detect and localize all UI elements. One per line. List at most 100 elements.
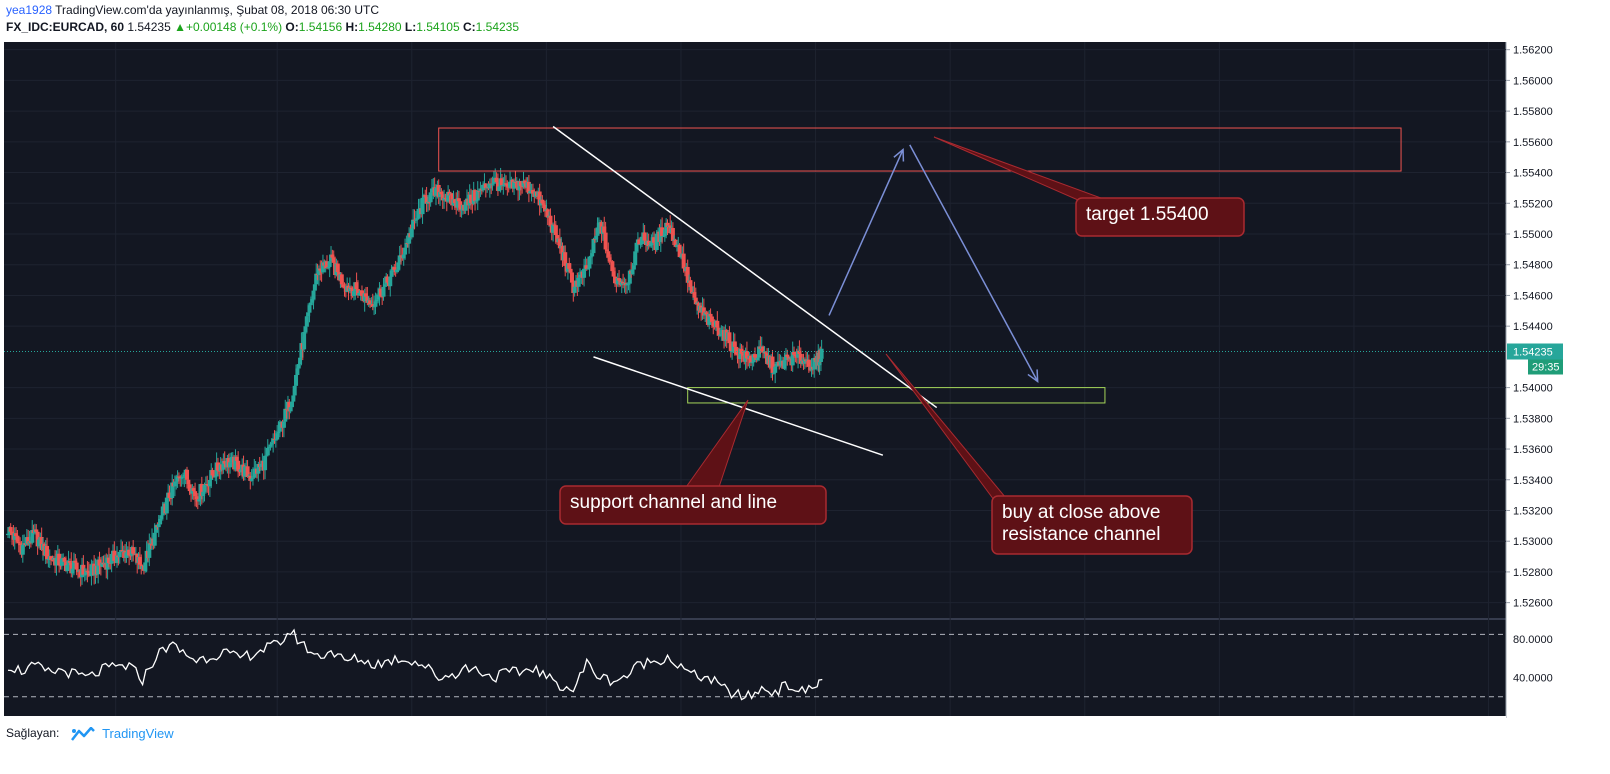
- price-scale[interactable]: [1506, 42, 1566, 718]
- up-arrow: [828, 149, 904, 316]
- candle-body: [734, 346, 739, 355]
- candle-body: [798, 353, 803, 364]
- candle-body: [396, 262, 401, 270]
- candle-body: [368, 300, 373, 305]
- chart-header-published: yea1928 TradingView.com'da yayınlanmış, …: [6, 3, 379, 17]
- price-tick-label: 1.53000: [1513, 536, 1553, 548]
- candle-body: [351, 291, 356, 297]
- candle-body: [812, 357, 817, 370]
- candle-body: [719, 334, 724, 336]
- candle-body: [36, 539, 41, 547]
- candle-body: [250, 477, 255, 479]
- chart-area[interactable]: 1.56200 1.56000 1.55800 1.55600 1.55400 1.552…: [4, 42, 1566, 748]
- author-link[interactable]: yea1928: [6, 3, 53, 17]
- candle-body: [12, 533, 17, 540]
- price-tick-label: 1.52800: [1513, 567, 1553, 579]
- high-value: 1.54280: [358, 20, 402, 34]
- candle-body: [292, 385, 297, 396]
- candle-body: [678, 256, 683, 258]
- provided-by-label: Sağlayan:: [6, 726, 60, 740]
- candle-body: [526, 181, 531, 194]
- price-tick-label: 1.55800: [1513, 106, 1553, 118]
- candle-body: [606, 251, 611, 258]
- candle-body: [630, 269, 635, 275]
- candle-body: [14, 533, 19, 537]
- candle-body: [378, 288, 383, 297]
- candle-body: [302, 331, 307, 350]
- candle-body: [528, 191, 533, 194]
- candle-body: [228, 462, 233, 468]
- candle-body: [179, 477, 184, 479]
- candle-body: [613, 276, 618, 284]
- candle-body: [210, 470, 215, 476]
- candle-body: [568, 268, 573, 273]
- candle-body: [761, 346, 766, 353]
- candle-body: [611, 271, 616, 277]
- candle-body: [551, 224, 556, 233]
- candle-body: [175, 476, 180, 482]
- candle-body: [341, 284, 346, 288]
- last-price-text: 1.54235: [127, 20, 171, 34]
- candle-body: [423, 195, 428, 197]
- indicator-tick-label: 40.0000: [1513, 673, 1553, 685]
- support-box: [687, 387, 1106, 404]
- candle-body: [96, 559, 101, 575]
- candle-body: [26, 537, 31, 544]
- last-price-tag: [1507, 343, 1563, 360]
- candle-body: [664, 222, 669, 234]
- candle-body: [84, 570, 89, 575]
- candle-body: [69, 562, 74, 574]
- candle-body: [662, 233, 667, 236]
- candle-body: [427, 201, 432, 203]
- candle-body: [654, 233, 659, 250]
- candle-body: [365, 296, 370, 303]
- tradingview-logo-icon[interactable]: [70, 726, 95, 741]
- candle-body: [201, 491, 206, 496]
- callouts: target 1.55400 support channel and line bu…: [559, 136, 1245, 555]
- tradingview-link[interactable]: TradingView: [102, 726, 174, 742]
- candle-body: [411, 219, 416, 229]
- candle-body: [335, 263, 340, 273]
- candle-body: [67, 561, 72, 563]
- candle-body: [233, 456, 238, 470]
- candle-body: [174, 481, 179, 483]
- candle-body: [382, 284, 387, 287]
- indicator-line: [7, 628, 823, 701]
- indicator-tick-label: 80.0000: [1513, 634, 1553, 646]
- candle-body: [310, 298, 315, 303]
- candle-body: [65, 565, 70, 571]
- candle-body: [615, 278, 620, 285]
- time-axis-top: [4, 716, 1506, 718]
- candle-body: [276, 431, 281, 434]
- price-tick-label: 1.55200: [1513, 198, 1553, 210]
- price-tick-label: 1.55000: [1513, 229, 1553, 241]
- candle-body: [311, 290, 316, 299]
- candle-body: [520, 186, 525, 188]
- candle-body: [312, 284, 317, 291]
- candle-body: [543, 204, 548, 212]
- chart-svg[interactable]: 1.56200 1.56000 1.55800 1.55600 1.55400 1.552…: [4, 42, 1566, 748]
- candle-body: [785, 354, 790, 357]
- price-tick-label: 1.55600: [1513, 137, 1553, 149]
- candle-body: [86, 571, 91, 574]
- price-tick-label: 1.53600: [1513, 444, 1553, 456]
- candle-body: [160, 506, 165, 516]
- candle-body: [540, 199, 545, 204]
- candle-body: [711, 321, 716, 326]
- candle-body: [354, 282, 359, 290]
- candle-body: [199, 484, 204, 496]
- candle-body: [355, 289, 360, 296]
- candle-body: [185, 469, 190, 480]
- candle-body: [631, 265, 636, 270]
- candle-body: [397, 255, 402, 263]
- candle-body: [603, 232, 608, 250]
- candle-body: [429, 188, 434, 193]
- candle-body: [420, 197, 425, 215]
- price-tick-label: 1.54400: [1513, 321, 1553, 333]
- candle-body: [324, 261, 329, 269]
- candle-body: [732, 341, 737, 347]
- candle-body: [634, 242, 639, 252]
- candle-body: [294, 374, 299, 386]
- candle-body: [763, 352, 768, 354]
- candle-body: [178, 476, 183, 479]
